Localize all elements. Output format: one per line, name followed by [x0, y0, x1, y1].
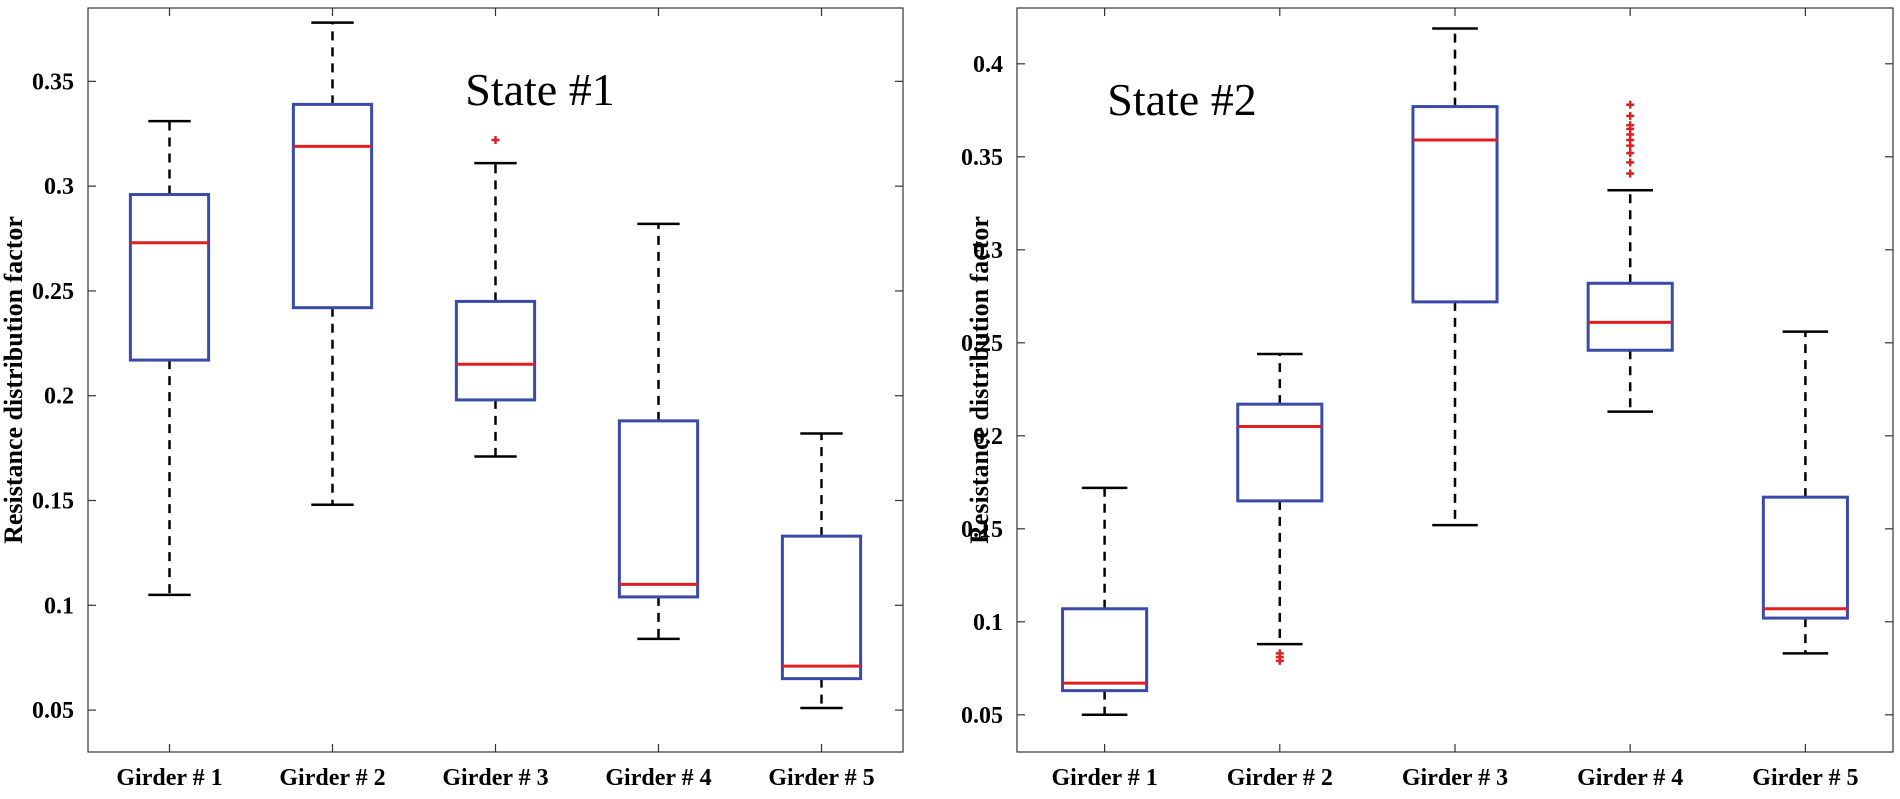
y-tick-label: 0.2 [973, 424, 1003, 450]
iqr-box [1236, 402, 1324, 503]
y-tick-label: 0.15 [32, 489, 74, 515]
y-tick-label: 0.4 [973, 52, 1003, 78]
x-category-label: Girder # 1 [116, 765, 222, 791]
iqr-box [1586, 281, 1674, 352]
iqr-box [617, 419, 700, 599]
outlier-point [491, 136, 500, 145]
outlier-point [1626, 158, 1635, 167]
x-category-label: Girder # 1 [1051, 765, 1157, 791]
iqr-box [1061, 607, 1149, 693]
outlier-point [1626, 111, 1635, 120]
y-tick-label: 0.35 [32, 69, 74, 95]
x-category-label: Girder # 3 [1402, 765, 1508, 791]
x-category-label: Girder # 3 [442, 765, 548, 791]
y-axis-title: Resistance distribution factor [965, 216, 994, 544]
box-4 [617, 222, 700, 641]
y-tick-label: 0.05 [32, 698, 74, 724]
y-tick-label: 0.05 [961, 703, 1003, 729]
outlier-point [1626, 100, 1635, 109]
y-tick-label: 0.2 [44, 384, 74, 410]
x-category-label: Girder # 4 [1577, 765, 1683, 791]
x-category-label: Girder # 5 [1752, 765, 1858, 791]
outlier-point [1626, 169, 1635, 178]
chart-panel-1: 0.05 0.1 0.15 0.2 0.25 0.3 0.35 Girder # 1 Girde… [0, 7, 904, 791]
box-2 [1236, 352, 1324, 665]
box-2 [291, 21, 374, 506]
y-tick-label: 0.3 [973, 238, 1003, 264]
iqr-box [128, 193, 211, 362]
box-3 [454, 136, 537, 458]
x-category-label: Girder # 2 [279, 765, 385, 791]
x-category-label: Girder # 4 [605, 765, 711, 791]
chart-panel-2: 0.05 0.1 0.15 0.2 0.25 0.3 0.35 0.4 Girder # 1 Gi… [961, 7, 1894, 791]
outlier-point [1626, 121, 1635, 130]
y-tick-label: 0.25 [32, 279, 74, 305]
y-tick-label: 0.15 [961, 517, 1003, 543]
x-category-label: Girder # 2 [1227, 765, 1333, 791]
box-5 [780, 432, 863, 710]
box-5 [1761, 330, 1849, 655]
box-4 [1586, 100, 1674, 413]
box-1 [1061, 486, 1149, 717]
panel-title: State #1 [465, 64, 614, 115]
iqr-box [1761, 495, 1849, 620]
iqr-box [1411, 105, 1499, 304]
box-3 [1411, 27, 1499, 527]
y-tick-label: 0.35 [961, 145, 1003, 171]
y-tick-label: 0.3 [44, 174, 74, 200]
y-tick-label: 0.1 [44, 593, 74, 619]
y-tick-label: 0.1 [973, 610, 1003, 636]
x-category-label: Girder # 5 [768, 765, 874, 791]
outlier-point [1626, 149, 1635, 158]
iqr-box [291, 102, 374, 310]
outlier-point [1275, 649, 1284, 658]
panel-title: State #2 [1107, 74, 1256, 125]
iqr-box [780, 534, 863, 681]
box-1 [128, 119, 211, 597]
y-axis-title: Resistance distribution factor [0, 216, 28, 544]
iqr-box [454, 299, 537, 402]
y-tick-label: 0.25 [961, 331, 1003, 357]
